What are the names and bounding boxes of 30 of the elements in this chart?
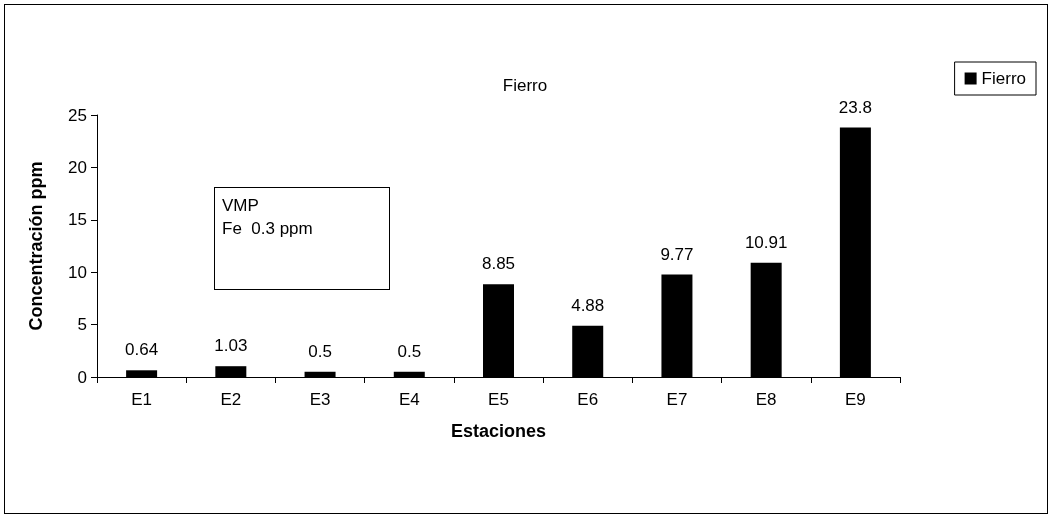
- y-tick-label: 10: [68, 262, 87, 282]
- data-label: 0.5: [397, 341, 422, 361]
- note-box: VMP Fe 0.3 ppm: [214, 187, 390, 290]
- x-tick-label: E7: [666, 390, 688, 409]
- x-tick-label: E2: [220, 390, 242, 409]
- x-tick-label: E1: [131, 390, 153, 409]
- legend-label: Fierro: [981, 69, 1027, 88]
- data-label: 23.8: [838, 97, 872, 117]
- x-tick-label: E5: [488, 390, 509, 409]
- annotation: VMP Fe 0.3 ppm: [222, 196, 313, 238]
- data-label: 10.91: [744, 232, 788, 252]
- data-label: 9.77: [660, 244, 694, 264]
- y-tick-label: 0: [77, 367, 87, 387]
- data-label: 1.03: [214, 336, 248, 356]
- y-tick-label: 15: [68, 210, 87, 230]
- x-tick-label: E4: [398, 390, 420, 409]
- data-label: 0.5: [308, 341, 332, 361]
- chart-title: Fierro: [502, 76, 548, 95]
- y-tick-label: 25: [68, 105, 87, 125]
- x-axis-title: Estaciones: [450, 421, 547, 441]
- x-tick-label: E6: [577, 390, 599, 409]
- x-tick-label: E9: [844, 390, 866, 409]
- y-axis-title: Concentración ppm: [26, 161, 46, 331]
- data-label: 0.64: [125, 340, 159, 360]
- data-label: 8.85: [481, 254, 516, 274]
- x-tick-label: E8: [755, 390, 777, 409]
- data-label: 4.88: [571, 295, 605, 315]
- y-tick-label: 20: [68, 157, 87, 177]
- y-tick-label: 5: [77, 315, 87, 335]
- x-tick-label: E3: [309, 390, 331, 409]
